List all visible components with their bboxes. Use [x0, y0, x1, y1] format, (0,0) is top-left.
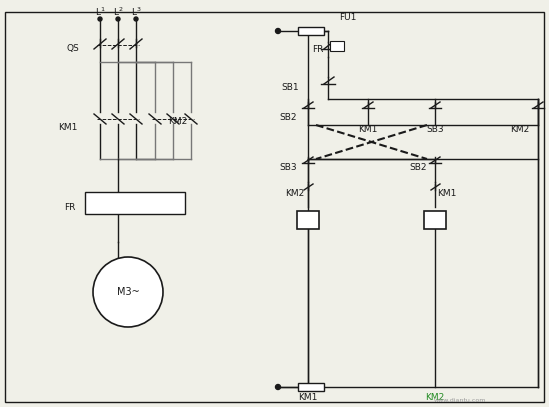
Text: KM2: KM2 — [285, 188, 305, 197]
Text: KM1: KM1 — [438, 188, 457, 197]
Text: SB2: SB2 — [409, 162, 427, 171]
Text: L$^1$: L$^1$ — [94, 6, 105, 18]
Text: KM2: KM2 — [511, 125, 530, 133]
Bar — [298, 383, 324, 391]
Text: KM1: KM1 — [358, 125, 378, 133]
Circle shape — [134, 17, 138, 21]
Circle shape — [93, 257, 163, 327]
Circle shape — [276, 28, 281, 33]
Text: SB1: SB1 — [281, 83, 299, 92]
Text: SB3: SB3 — [426, 125, 444, 133]
Text: KM2: KM2 — [169, 118, 188, 127]
Bar — [297, 211, 319, 229]
Text: SB2: SB2 — [279, 112, 297, 122]
Circle shape — [276, 385, 281, 389]
Text: QS: QS — [66, 44, 80, 53]
Text: FU1: FU1 — [339, 13, 357, 22]
Circle shape — [98, 17, 102, 21]
Text: FR: FR — [312, 44, 324, 53]
Text: FR: FR — [64, 203, 76, 212]
Text: L$^2$: L$^2$ — [113, 6, 124, 18]
Bar — [330, 41, 344, 51]
Bar — [298, 27, 324, 35]
Text: M3~: M3~ — [116, 287, 139, 297]
Text: KM1: KM1 — [58, 123, 78, 131]
Circle shape — [116, 17, 120, 21]
Text: KM1: KM1 — [298, 392, 318, 401]
Text: www.diantu.com: www.diantu.com — [434, 398, 486, 403]
Text: SB3: SB3 — [279, 162, 297, 171]
Bar — [85, 192, 185, 214]
Text: L$^3$: L$^3$ — [131, 6, 141, 18]
Text: KM2: KM2 — [425, 392, 445, 401]
Bar — [424, 211, 446, 229]
